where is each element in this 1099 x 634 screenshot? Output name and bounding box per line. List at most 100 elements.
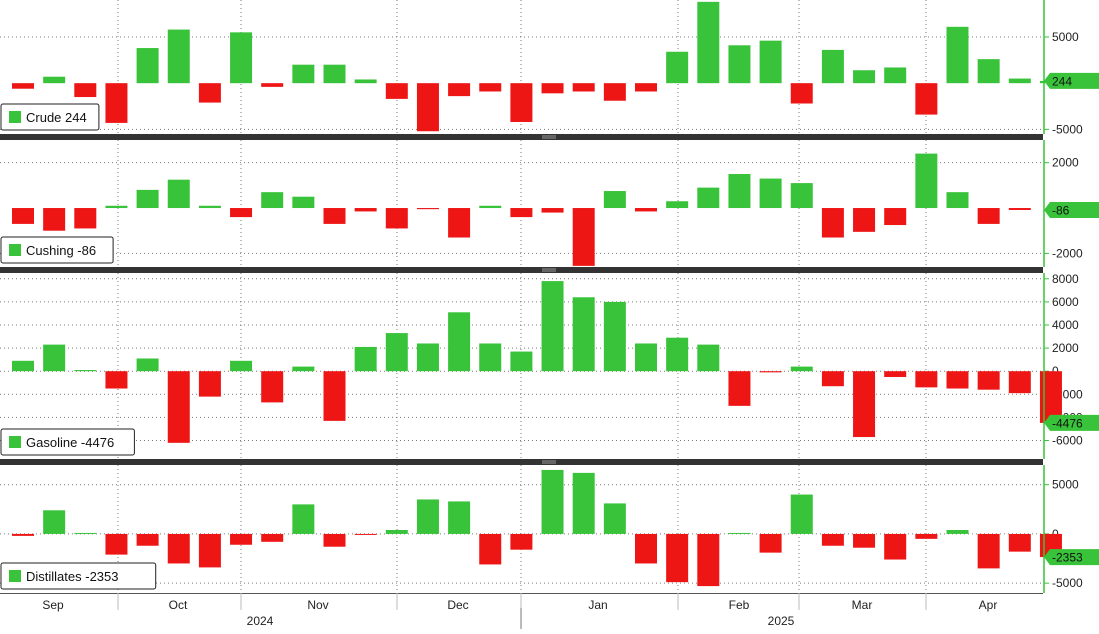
bar xyxy=(12,360,34,372)
bar xyxy=(12,533,34,536)
bar xyxy=(510,208,533,218)
bar xyxy=(635,83,657,92)
month-label: Apr xyxy=(979,598,998,612)
bar xyxy=(946,371,969,389)
bar xyxy=(74,532,97,534)
bar xyxy=(1008,533,1031,552)
legend-box xyxy=(0,103,100,131)
bar xyxy=(666,51,689,84)
y-tick-label: 2000 xyxy=(1052,341,1079,355)
bar xyxy=(74,83,97,98)
bar xyxy=(416,499,439,534)
panel-divider[interactable] xyxy=(0,459,1043,465)
bar xyxy=(977,59,1000,84)
bar xyxy=(385,208,408,229)
bar xyxy=(541,469,564,534)
bar xyxy=(167,533,190,564)
bar xyxy=(448,312,471,372)
bar xyxy=(853,371,876,438)
bar xyxy=(323,208,346,224)
bar xyxy=(74,208,97,229)
bar xyxy=(759,40,782,84)
bar xyxy=(448,83,471,97)
bar xyxy=(915,83,938,115)
last-value-tag xyxy=(1044,549,1099,566)
year-label: 2024 xyxy=(247,614,274,628)
bar xyxy=(292,366,315,372)
bar xyxy=(323,371,346,421)
bar xyxy=(697,533,720,587)
bar xyxy=(603,83,626,101)
bar xyxy=(261,192,284,209)
legend-label: Cushing -86 xyxy=(26,243,96,258)
month-label: Dec xyxy=(447,598,468,612)
bar xyxy=(448,501,471,534)
last-value-label: 244 xyxy=(1052,74,1072,88)
bar xyxy=(198,371,221,397)
bar xyxy=(666,337,689,372)
bar xyxy=(635,208,657,212)
bar xyxy=(385,83,408,99)
bar xyxy=(416,343,439,372)
bar xyxy=(479,533,502,565)
last-value-label: -4476 xyxy=(1052,416,1083,430)
bar xyxy=(697,1,720,84)
bar xyxy=(915,371,938,388)
bar xyxy=(354,208,377,212)
legend-box xyxy=(0,562,157,590)
panel-divider[interactable] xyxy=(0,267,1043,273)
bar xyxy=(105,533,128,555)
bar xyxy=(12,208,34,224)
bar xyxy=(479,343,502,372)
bar xyxy=(261,371,284,403)
bar xyxy=(1008,371,1031,394)
bar xyxy=(853,70,876,84)
bar xyxy=(292,504,315,534)
bar xyxy=(323,64,346,84)
bar xyxy=(43,510,66,534)
month-label: Sep xyxy=(42,598,64,612)
bar xyxy=(198,533,221,568)
bar xyxy=(74,370,97,372)
bar xyxy=(790,183,813,209)
bar xyxy=(697,187,720,209)
bar xyxy=(603,191,626,209)
bar xyxy=(230,360,253,372)
bar xyxy=(105,83,128,123)
bar xyxy=(43,76,66,84)
bar xyxy=(354,533,377,535)
panel-1: 5000 -5000 244 Crude 244 xyxy=(0,0,1099,136)
bar xyxy=(884,371,907,377)
bar xyxy=(541,83,564,94)
y-tick-label: -5000 xyxy=(1052,576,1083,590)
bar xyxy=(635,533,657,564)
panel-divider[interactable] xyxy=(0,134,1043,140)
bar xyxy=(105,205,128,209)
bar xyxy=(510,351,533,372)
bar xyxy=(759,371,782,373)
bar xyxy=(105,371,128,389)
bar xyxy=(728,371,751,406)
bar xyxy=(541,281,564,372)
bar xyxy=(977,208,1000,224)
y-tick-label: 2000 xyxy=(1052,156,1079,170)
bar xyxy=(230,32,253,84)
bar xyxy=(261,83,284,87)
bar xyxy=(728,45,751,84)
bar xyxy=(261,533,284,542)
bar xyxy=(43,344,66,372)
month-label: Mar xyxy=(852,598,873,612)
bar xyxy=(167,29,190,84)
bar xyxy=(1039,371,1062,423)
bar xyxy=(323,533,346,547)
y-tick-label: -6000 xyxy=(1052,434,1083,448)
bar xyxy=(167,179,190,209)
y-tick-label: -5000 xyxy=(1052,122,1083,136)
x-axis: Sep Oct Nov Dec Jan Feb Mar Apr 2024 2025 xyxy=(0,593,1043,629)
legend-label: Crude 244 xyxy=(26,110,87,125)
bar xyxy=(821,49,844,84)
last-value-label: -86 xyxy=(1052,203,1070,217)
bar xyxy=(385,529,408,534)
bar xyxy=(884,208,907,226)
